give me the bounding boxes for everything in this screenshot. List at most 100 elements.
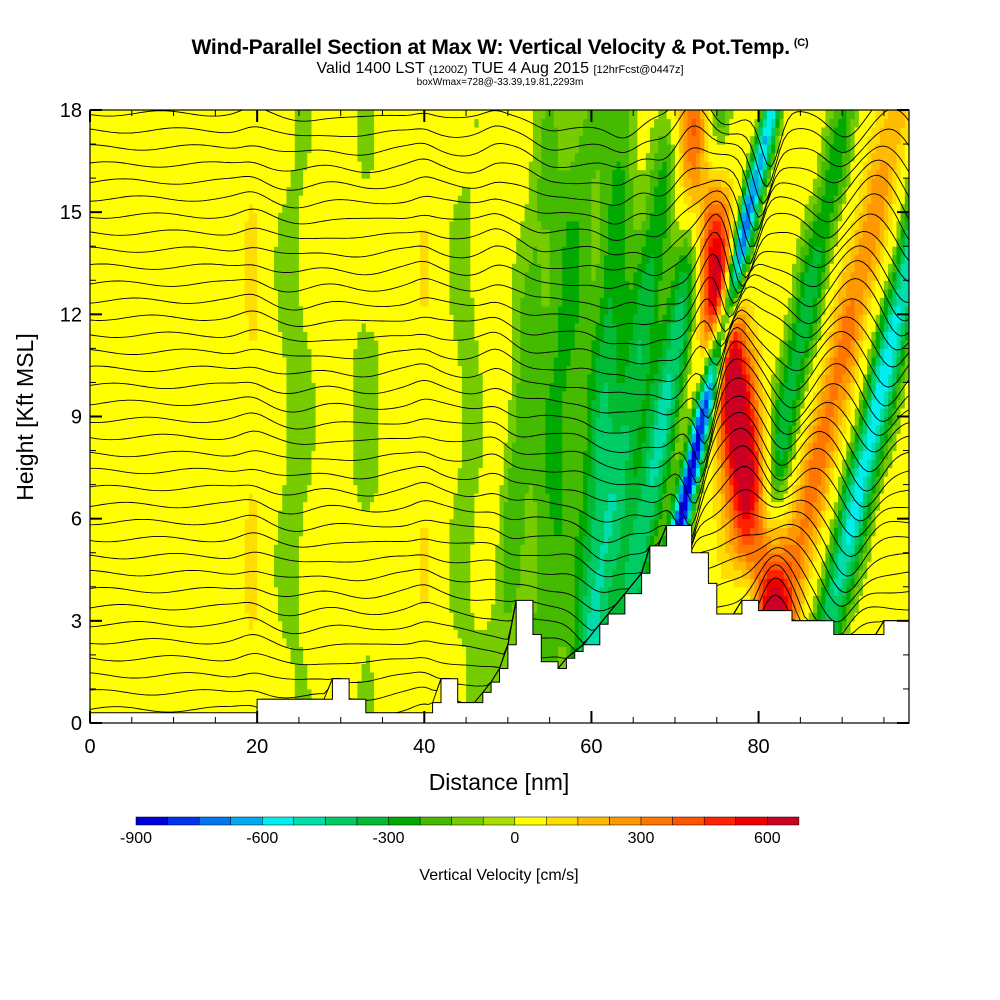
velocity-cell [94,322,99,332]
velocity-cell [156,314,162,324]
velocity-cell [144,527,150,537]
velocity-cell [261,510,267,520]
velocity-cell [211,408,216,418]
velocity-cell [344,569,350,579]
velocity-cell [219,706,225,716]
velocity-cell [194,552,200,562]
velocity-cell [131,578,137,588]
velocity-cell [223,144,229,154]
velocity-cell [257,373,262,383]
velocity-cell [370,339,375,349]
velocity-cell [319,144,325,154]
velocity-cell [328,510,333,520]
velocity-cell [119,476,125,486]
velocity-cell [261,654,267,664]
velocity-cell [223,663,229,673]
velocity-cell [161,135,166,145]
velocity-cell [336,305,342,315]
velocity-cell [290,365,296,375]
velocity-cell [140,706,145,716]
velocity-cell [181,629,187,639]
velocity-cell [161,365,166,375]
velocity-cell [119,365,125,375]
velocity-cell [227,612,233,622]
velocity-cell [307,493,313,503]
velocity-cell [190,680,196,690]
velocity-cell [282,280,287,290]
velocity-cell [336,203,342,213]
velocity-cell [244,322,250,332]
velocity-cell [165,331,170,341]
velocity-cell [253,552,258,562]
velocity-cell [144,212,150,222]
velocity-cell [106,501,112,511]
velocity-cell [290,484,296,494]
velocity-cell [190,416,196,426]
velocity-cell [207,654,212,664]
velocity-cell [324,152,329,162]
velocity-cell [344,365,350,375]
velocity-cell [244,280,250,290]
velocity-cell [340,271,346,281]
velocity-cell [169,663,175,673]
velocity-cell [244,348,250,358]
velocity-cell [303,612,308,622]
velocity-cell [177,697,183,707]
velocity-cell [244,476,250,486]
velocity-cell [344,229,350,239]
velocity-cell [131,280,137,290]
velocity-cell [148,476,154,486]
velocity-cell [98,263,104,273]
velocity-cell [311,229,317,239]
velocity-cell [340,280,346,290]
velocity-cell [161,152,166,162]
velocity-cell [257,476,262,486]
velocity-cell [298,203,304,213]
velocity-cell [265,637,271,647]
velocity-cell [123,688,129,698]
velocity-cell [152,518,158,528]
velocity-cell [261,186,267,196]
velocity-cell [161,195,166,205]
velocity-cell [119,510,125,520]
velocity-cell [236,356,242,366]
velocity-cell [324,135,329,145]
velocity-cell [269,544,275,554]
velocity-cell [253,178,258,188]
velocity-cell [169,697,175,707]
velocity-cell [181,697,187,707]
velocity-cell [319,578,325,588]
velocity-cell [332,271,338,281]
velocity-cell [215,331,221,341]
velocity-cell [340,229,346,239]
velocity-cell [273,578,279,588]
velocity-cell [173,578,179,588]
velocity-cell [110,484,116,494]
velocity-cell [282,297,287,307]
velocity-cell [207,237,212,247]
velocity-cell [211,527,216,537]
velocity-cell [173,178,179,188]
velocity-cell [102,169,108,179]
velocity-cell [244,467,250,477]
velocity-cell [115,595,120,605]
velocity-cell [186,297,191,307]
velocity-cell [90,654,95,664]
velocity-cell [102,688,108,698]
velocity-cell [177,195,183,205]
velocity-cell [298,305,304,315]
velocity-cell [311,680,317,690]
velocity-cell [236,569,242,579]
velocity-cell [207,595,212,605]
velocity-cell [90,305,95,315]
velocity-cell [181,493,187,503]
velocity-cell [232,365,237,375]
velocity-cell [106,706,112,716]
velocity-cell [194,586,200,596]
velocity-cell [332,603,338,613]
velocity-cell [311,399,317,409]
velocity-cell [119,373,125,383]
velocity-cell [353,161,359,171]
velocity-cell [303,229,308,239]
velocity-cell [370,535,375,545]
